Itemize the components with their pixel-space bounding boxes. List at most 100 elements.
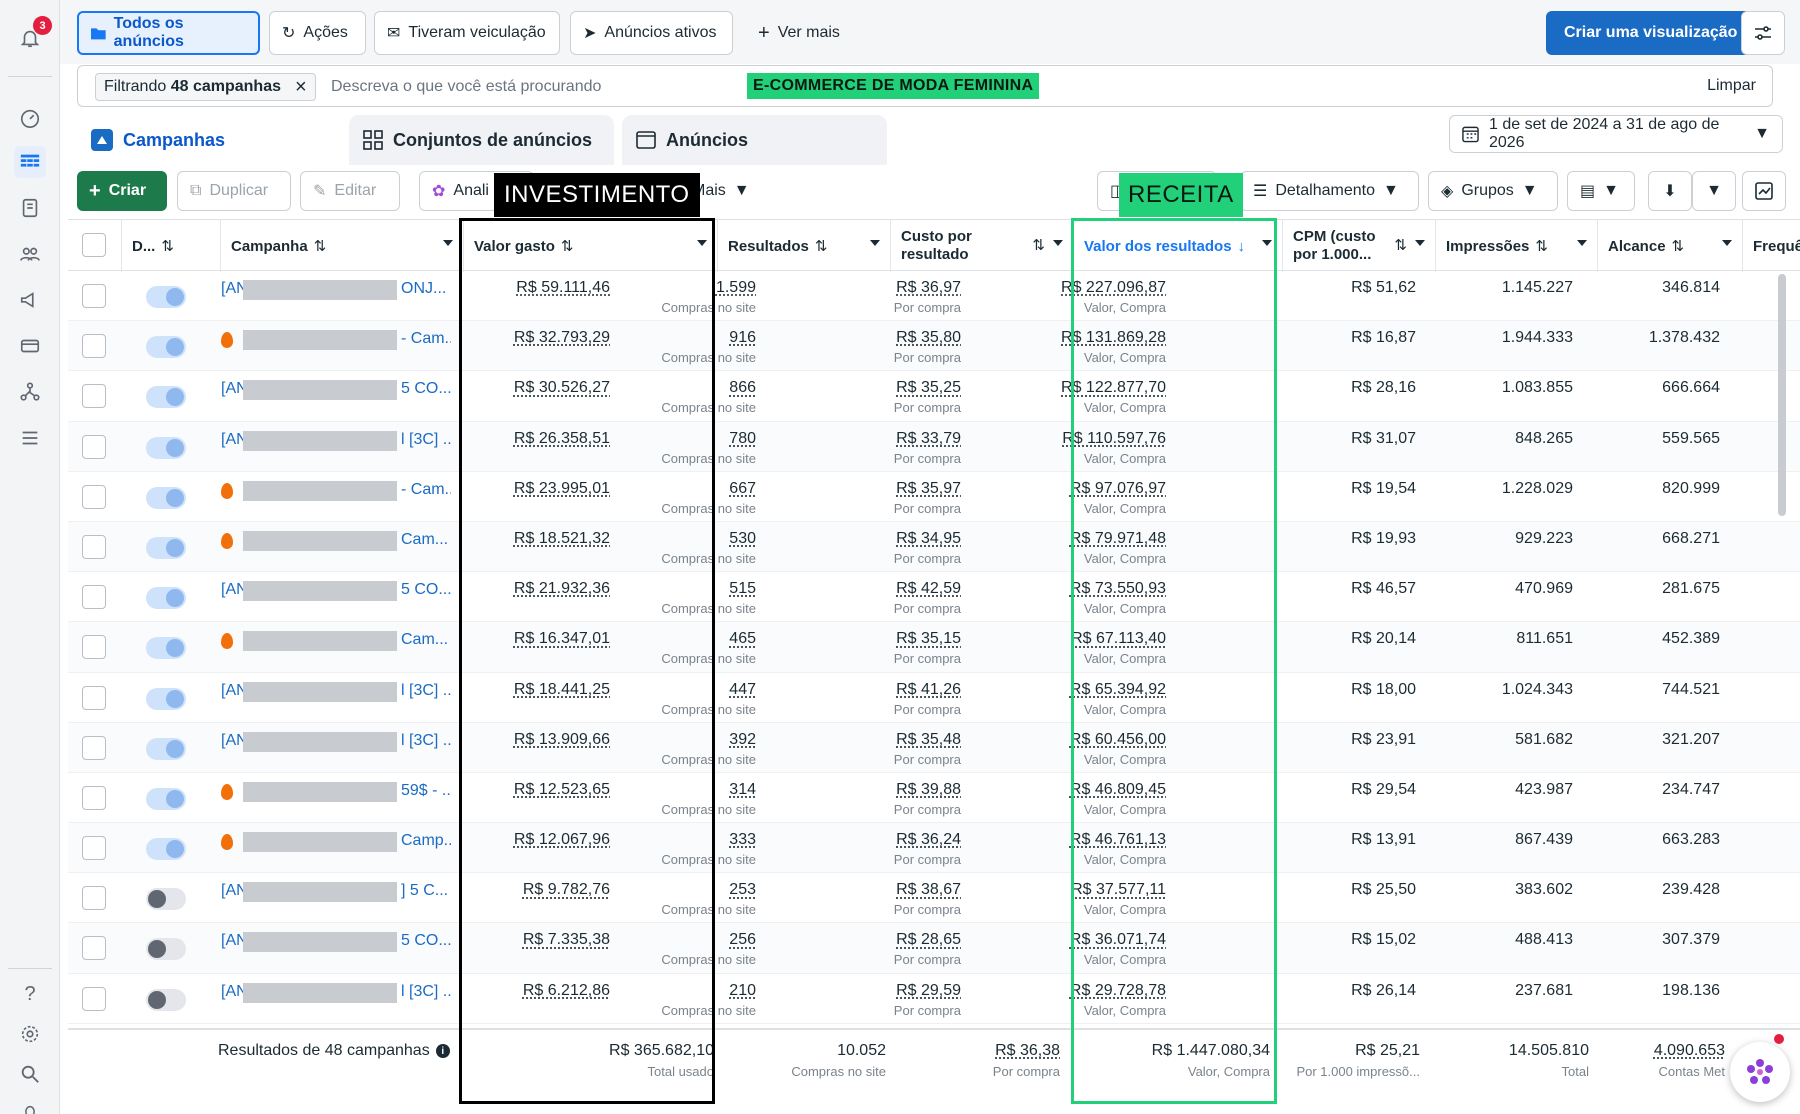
delivery-toggle[interactable] xyxy=(146,838,186,861)
campaign-name-link[interactable]: Camp... xyxy=(221,832,451,853)
delivery-toggle[interactable] xyxy=(146,888,186,911)
row-checkbox[interactable] xyxy=(82,886,106,911)
row-checkbox[interactable] xyxy=(82,484,106,509)
delivery-toggle[interactable] xyxy=(146,637,186,660)
row-checkbox[interactable] xyxy=(82,685,106,710)
col-delivery[interactable]: D... ⇅ xyxy=(122,220,221,272)
card-icon[interactable] xyxy=(14,330,46,362)
table-row[interactable]: [AN ] 5 C... R$ 9.782,76 253 Compras no … xyxy=(68,873,1800,924)
download-icon[interactable]: ⬇ xyxy=(1648,171,1692,211)
view-delivered[interactable]: ✉ Tiveram veiculação xyxy=(374,11,560,55)
table-row[interactable]: [AN l [3C] ... R$ 6.212,86 210 Compras n… xyxy=(68,974,1800,1024)
table-row[interactable]: [AN 5 CO... R$ 30.526,27 866 Compras no … xyxy=(68,371,1800,422)
delivery-toggle[interactable] xyxy=(146,386,186,409)
table-row[interactable]: Cam... R$ 18.521,32 530 Compras no site … xyxy=(68,521,1800,573)
row-checkbox[interactable] xyxy=(82,585,106,610)
info-icon[interactable]: i xyxy=(435,1044,450,1058)
row-checkbox[interactable] xyxy=(82,434,106,459)
settings-icon[interactable] xyxy=(14,1018,46,1050)
row-checkbox[interactable] xyxy=(82,735,106,760)
row-checkbox[interactable] xyxy=(82,284,106,308)
table-row[interactable]: 59$ - ... R$ 12.523,65 314 Compras no si… xyxy=(68,773,1800,824)
delivery-toggle[interactable] xyxy=(146,286,186,308)
filter-settings-icon[interactable] xyxy=(1741,11,1785,55)
col-results[interactable]: Resultados ⇅ xyxy=(718,220,891,272)
create-view-button[interactable]: Criar uma visualização xyxy=(1546,11,1756,55)
campaign-name-link[interactable]: 59$ - ... xyxy=(221,781,451,802)
clear-button[interactable]: Limpar xyxy=(1707,77,1756,94)
table-row[interactable]: [AN l [3C] ... R$ 26.358,51 780 Compras … xyxy=(68,421,1800,472)
delivery-toggle[interactable] xyxy=(146,687,186,710)
chart-icon[interactable] xyxy=(1742,171,1786,211)
col-results-value[interactable]: Valor dos resultados ↓ xyxy=(1074,220,1283,272)
date-range-picker[interactable]: 1 de set de 2024 a 31 de ago de 2026 ▼ xyxy=(1449,115,1783,153)
assistant-icon[interactable] xyxy=(1730,1042,1790,1102)
search-input[interactable]: Descreva o que você está procurando xyxy=(331,78,602,95)
col-campaign[interactable]: Campanha ⇅ xyxy=(221,220,464,272)
table-row[interactable]: [AN 5 CO... R$ 7.335,38 256 Compras no s… xyxy=(68,923,1800,974)
delivery-toggle[interactable] xyxy=(146,587,186,610)
col-cpm[interactable]: CPM (custo por 1.000... ⇅ xyxy=(1283,220,1436,272)
campaign-name-link[interactable]: [AN ] 5 C... xyxy=(221,882,451,903)
filter-chip[interactable]: Filtrando 48 campanhas × xyxy=(95,73,316,101)
delivery-toggle[interactable] xyxy=(146,988,186,1011)
campaign-name-link[interactable]: [AN l [3C] ... xyxy=(221,430,451,451)
row-checkbox[interactable] xyxy=(82,986,106,1011)
delivery-toggle[interactable] xyxy=(146,536,186,559)
table-row[interactable]: - Cam... R$ 32.793,29 916 Compras no sit… xyxy=(68,321,1800,372)
bell-icon[interactable]: 3 xyxy=(14,16,52,54)
select-all-checkbox[interactable] xyxy=(68,220,122,272)
campaign-name-link[interactable]: [AN l [3C] ... xyxy=(221,982,451,1003)
megaphone-icon[interactable] xyxy=(14,284,46,316)
campaign-name-link[interactable]: [AN 5 CO... xyxy=(221,380,451,401)
vertical-scrollbar[interactable] xyxy=(1778,274,1786,516)
row-checkbox[interactable] xyxy=(82,384,106,409)
campaign-name-link[interactable]: [AN 5 CO... xyxy=(221,581,451,602)
row-checkbox[interactable] xyxy=(82,334,106,359)
campaign-name-link[interactable]: [AN l [3C] ... xyxy=(221,731,451,752)
row-checkbox[interactable] xyxy=(82,936,106,961)
bug-icon[interactable] xyxy=(14,1094,46,1114)
delivery-toggle[interactable] xyxy=(146,436,186,459)
network-icon[interactable] xyxy=(14,376,46,408)
delivery-toggle[interactable] xyxy=(146,787,186,810)
reports-button[interactable]: ▤ ▼ xyxy=(1567,171,1635,211)
table-row[interactable]: [AN 5 CO... R$ 21.932,36 515 Compras no … xyxy=(68,572,1800,623)
campaign-name-link[interactable]: [AN l [3C] ... xyxy=(221,681,451,702)
edit-button[interactable]: ✎ Editar xyxy=(300,171,400,211)
campaign-name-link[interactable]: - Cam... xyxy=(221,480,451,501)
delivery-toggle[interactable] xyxy=(146,336,186,359)
table-row[interactable]: Camp... R$ 12.067,96 333 Compras no site… xyxy=(68,823,1800,874)
campaign-name-link[interactable]: - Cam... xyxy=(221,330,451,351)
view-all-ads[interactable]: Todos os anúncios xyxy=(77,11,260,55)
table-row[interactable]: [AN l [3C] ... R$ 18.441,25 447 Compras … xyxy=(68,673,1800,723)
col-frequency[interactable]: Frequê xyxy=(1753,237,1800,255)
delivery-toggle[interactable] xyxy=(146,938,186,961)
col-impressions[interactable]: Impressões ⇅ xyxy=(1436,220,1598,272)
table-row[interactable]: - Cam... R$ 23.995,01 667 Compras no sit… xyxy=(68,472,1800,522)
row-checkbox[interactable] xyxy=(82,785,106,810)
view-actions[interactable]: ↻ Ações xyxy=(269,11,366,55)
search-icon[interactable] xyxy=(14,1058,46,1090)
table-icon[interactable] xyxy=(14,146,46,178)
menu-icon[interactable] xyxy=(14,422,46,454)
row-checkbox[interactable] xyxy=(82,534,106,559)
see-more-button[interactable]: + Ver mais xyxy=(758,21,840,44)
audience-icon[interactable] xyxy=(14,238,46,270)
delivery-toggle[interactable] xyxy=(146,486,186,509)
help-icon[interactable]: ? xyxy=(24,982,36,1005)
pages-icon[interactable] xyxy=(14,192,46,224)
breakdown-button[interactable]: ☰ Detalhamento ▼ xyxy=(1240,171,1419,211)
col-reach[interactable]: Alcance ⇅ xyxy=(1598,220,1743,272)
create-button[interactable]: + Criar xyxy=(77,171,167,211)
close-icon[interactable]: × xyxy=(294,76,307,98)
table-row[interactable]: [AN l [3C] ... R$ 13.909,66 392 Compras … xyxy=(68,722,1800,773)
campaign-name-link[interactable]: [AN 5 CO... xyxy=(221,932,451,953)
groups-button[interactable]: ◈ Grupos ▼ xyxy=(1428,171,1558,211)
col-spend[interactable]: Valor gasto ⇅ xyxy=(464,220,718,272)
col-cost-per-result[interactable]: Custo por resultado ⇅ xyxy=(891,220,1074,272)
table-row[interactable]: Cam... R$ 16.347,01 465 Compras no site … xyxy=(68,622,1800,673)
row-checkbox[interactable] xyxy=(82,836,106,861)
tab-campaigns[interactable]: Campanhas xyxy=(77,115,341,165)
campaign-name-link[interactable]: Cam... xyxy=(221,631,451,652)
